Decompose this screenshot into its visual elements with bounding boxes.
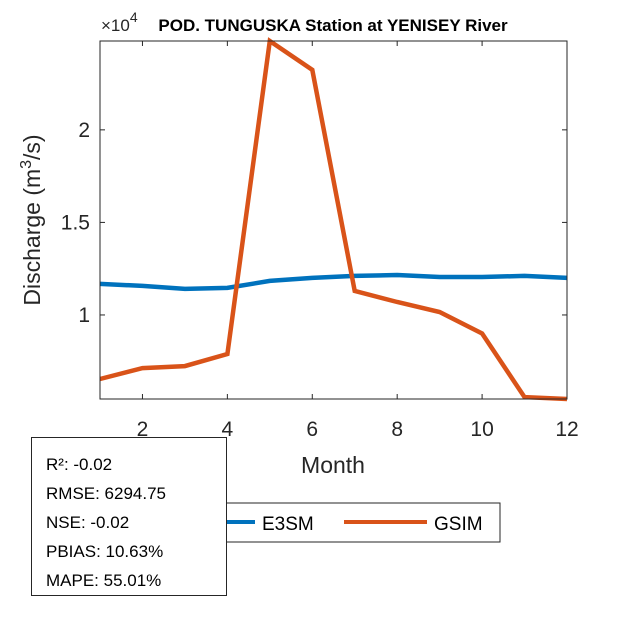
plot-area-frame <box>99 40 568 400</box>
stat-pbias: PBIAS: 10.63% <box>46 542 164 561</box>
x-tick-label: 4 <box>222 418 234 441</box>
stat-rmse: RMSE: 6294.75 <box>46 484 167 503</box>
y-multiplier: ×104 <box>101 9 138 35</box>
legend-label-gsim: GSIM <box>434 514 483 535</box>
stat-r2: R²: -0.02 <box>46 455 113 474</box>
x-axis-label: Month <box>301 452 365 478</box>
y-axis-label-tail: /s) <box>19 134 45 160</box>
stat-nse: NSE: -0.02 <box>46 513 130 532</box>
y-tick-label: 1.5 <box>61 211 90 234</box>
series-line-gsim <box>99 37 568 402</box>
legend: E3SM GSIM <box>199 502 501 543</box>
x-tick-label: 8 <box>391 418 403 441</box>
stats-box: R²: -0.02 RMSE: 6294.75 NSE: -0.02 PBIAS… <box>31 437 227 596</box>
stat-mape: MAPE: 55.01% <box>46 571 162 590</box>
y-tick-label: 2 <box>78 119 90 142</box>
y-axis-label: Discharge (m3/s) <box>18 134 45 305</box>
y-multiplier-exp: 4 <box>130 9 138 25</box>
series-line-e3sm <box>99 272 568 292</box>
y-axis-label-sup: 3 <box>18 160 35 169</box>
x-tick-label: 2 <box>137 418 149 441</box>
x-tick-label: 10 <box>470 418 493 441</box>
y-tick-label: 1 <box>78 304 90 327</box>
y-multiplier-base: ×10 <box>101 16 130 35</box>
x-tick-label: 12 <box>555 418 578 441</box>
y-axis-label-base: Discharge (m <box>19 169 45 306</box>
legend-label-e3sm: E3SM <box>262 514 314 535</box>
chart-title: POD. TUNGUSKA Station at YENISEY River <box>158 16 508 35</box>
x-tick-label: 6 <box>306 418 318 441</box>
